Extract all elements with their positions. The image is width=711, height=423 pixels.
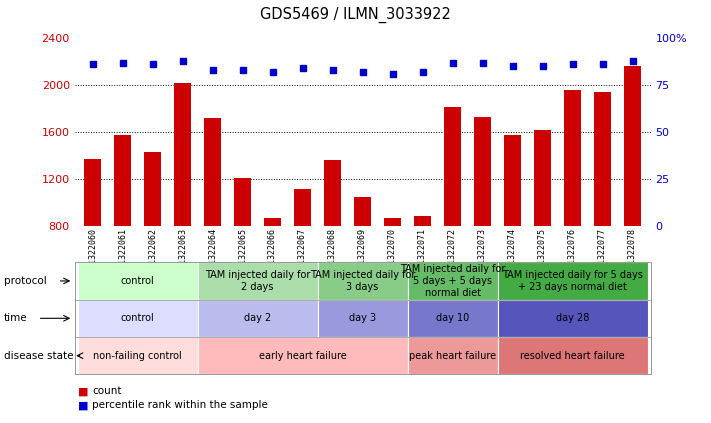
Bar [144, 152, 161, 226]
Text: non-failing control: non-failing control [93, 351, 182, 361]
Text: day 28: day 28 [556, 313, 589, 323]
Bar [85, 159, 101, 226]
Text: control: control [121, 276, 154, 286]
Text: ■: ■ [78, 400, 89, 410]
Bar [385, 218, 401, 226]
Text: day 2: day 2 [244, 313, 272, 323]
Text: percentile rank within the sample: percentile rank within the sample [92, 400, 268, 410]
Text: TAM injected daily for
3 days: TAM injected daily for 3 days [310, 270, 415, 292]
Text: TAM injected daily for 5 days
+ 23 days normal diet: TAM injected daily for 5 days + 23 days … [502, 270, 643, 292]
Bar [504, 135, 521, 226]
Text: protocol: protocol [4, 276, 46, 286]
Bar [565, 90, 581, 226]
Bar [535, 130, 551, 226]
Text: disease state: disease state [4, 351, 73, 361]
Bar [444, 107, 461, 226]
Text: early heart failure: early heart failure [259, 351, 346, 361]
Bar [235, 178, 251, 226]
Text: ■: ■ [78, 386, 89, 396]
Bar [174, 83, 191, 226]
Bar [474, 117, 491, 226]
Text: resolved heart failure: resolved heart failure [520, 351, 625, 361]
Text: day 3: day 3 [349, 313, 376, 323]
Text: day 10: day 10 [436, 313, 469, 323]
Text: peak heart failure: peak heart failure [409, 351, 496, 361]
Text: control: control [121, 313, 154, 323]
Bar [324, 160, 341, 226]
Bar [624, 66, 641, 226]
Bar [264, 218, 281, 226]
Bar [594, 92, 611, 226]
Bar [114, 135, 131, 226]
Bar [354, 197, 371, 226]
Text: TAM injected daily for
2 days: TAM injected daily for 2 days [205, 270, 310, 292]
Text: time: time [4, 313, 27, 323]
Bar [294, 189, 311, 226]
Text: count: count [92, 386, 122, 396]
Text: TAM injected daily for
5 days + 5 days
normal diet: TAM injected daily for 5 days + 5 days n… [400, 264, 506, 297]
Bar [204, 118, 221, 226]
Bar [415, 216, 431, 226]
Text: GDS5469 / ILMN_3033922: GDS5469 / ILMN_3033922 [260, 7, 451, 23]
